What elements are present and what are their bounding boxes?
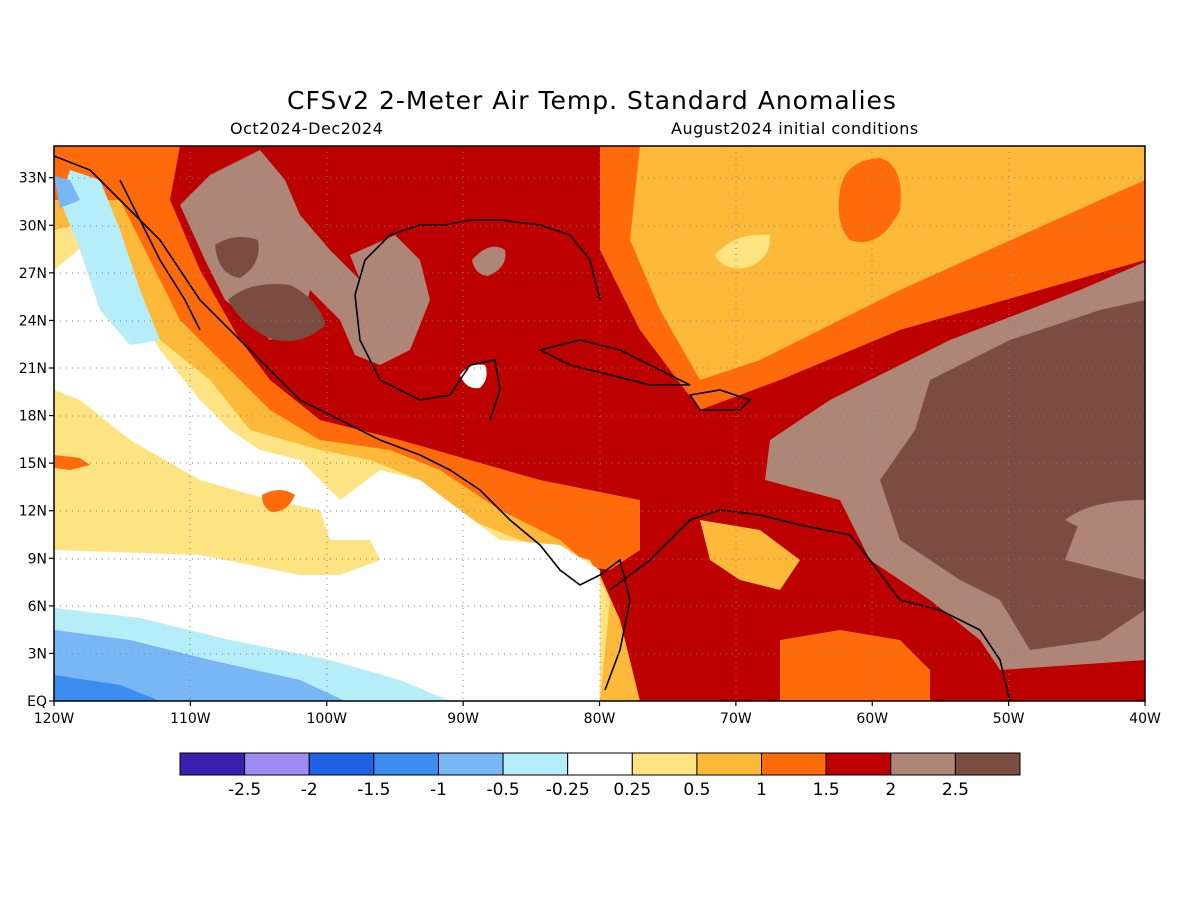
coastline-cuba [537,339,691,386]
lon-tick-label: 80W [584,711,616,727]
map-title: CFSv2 2-Meter Air Temp. Standard Anomali… [287,86,897,115]
colorbar-swatch [761,752,827,776]
lat-tick-label: 12N [19,504,47,520]
south-america-orange [780,630,930,701]
colorbar-label: -0.5 [486,780,519,800]
lat-tick-label: EQ [27,694,47,710]
lat-tick-label: 24N [19,313,47,329]
colorbar-label: -1 [430,780,447,800]
lat-tick-label: 6N [28,599,47,615]
longitude-axis: 120W 110W 100W 90W 80W 70W 60W 50W 40W [34,701,1161,727]
lon-tick-label: 90W [447,711,479,727]
mexico-dark-brown-2 [228,284,325,341]
lon-tick-label: 50W [993,711,1025,727]
pacific-blue-north [54,176,80,208]
lon-tick-label: 40W [1129,711,1161,727]
south-america-yellow [700,520,800,590]
lat-tick-label: 15N [19,456,47,472]
lat-tick-label: 30N [19,218,47,234]
coastline-gulf-mexico [354,219,601,301]
colorbar-swatch [567,752,633,776]
colorbar-swatch [890,752,956,776]
coastline-yucatan [354,294,501,421]
colorbar-swatch [373,752,439,776]
pacific-orange-blob-1 [262,490,295,512]
coastline-north-america [54,155,631,691]
coastlines [54,155,1011,701]
colorbar-swatch [502,752,569,776]
colorbar-label: 2 [885,780,896,800]
colorbar-swatch [244,752,310,776]
gulf-tan-spot [472,246,506,276]
colorbar-swatch [631,752,698,776]
pacific-mid-blue [54,630,345,701]
coastline-baja [119,179,201,331]
atlantic-light-yellow [715,234,771,269]
colorbar-label: -2.5 [228,780,261,800]
colorbar-label: 0.5 [683,780,710,800]
mexico-dark-brown-1 [215,236,259,278]
colorbar-swatch [696,752,763,776]
lon-tick-label: 100W [306,711,347,727]
pacific-white [54,240,600,701]
graticule [54,146,1145,701]
colorbar-swatch [308,752,375,776]
lon-tick-label: 70W [720,711,752,727]
colorbar-swatch [179,752,246,776]
colorbar: -2.5 -2 -1.5 -1 -0.5 -0.25 0.25 0.5 1 1.5 2 2.5 [179,752,1021,800]
lon-tick-label: 120W [34,711,75,727]
atlantic-orange-blob [838,158,901,242]
lon-tick-label: 110W [170,711,211,727]
colorbar-label: 1 [756,780,767,800]
colorbar-label: -1.5 [357,780,390,800]
colorbar-label: -2 [301,780,318,800]
colorbar-label: -0.25 [546,780,590,800]
forecast-period: Oct2024-Dec2024 [230,119,384,138]
atlantic-dark-brown-region [880,300,1145,650]
lon-tick-label: 60W [856,711,888,727]
pacific-light-blue-north [60,170,160,345]
colorbar-swatch [954,752,1021,776]
lat-tick-label: 3N [28,646,47,662]
lat-tick-label: 27N [19,266,47,282]
lat-tick-label: 21N [19,361,47,377]
initial-conditions-label: August2024 initial conditions [671,119,919,138]
colorbar-swatch [437,752,504,776]
anomaly-field [54,146,1145,701]
lat-tick-label: 33N [19,171,47,187]
coastline-hispaniola [688,389,752,411]
colorbar-label: 1.5 [813,780,840,800]
atlantic-yellow-band [630,146,1145,380]
lat-tick-label: 9N [28,551,47,567]
colorbar-label: 0.25 [613,780,651,800]
lat-tick-label: 18N [19,409,47,425]
atlantic-tan-inner [1065,500,1145,545]
colorbar-swatch [825,752,892,776]
coastline-south-america [609,509,1011,701]
pacific-blue [54,675,160,701]
latitude-axis: 33N 30N 27N 24N 21N 18N 15N 12N 9N 6N 3N EQ [19,171,54,710]
colorbar-label: 2.5 [942,780,969,800]
